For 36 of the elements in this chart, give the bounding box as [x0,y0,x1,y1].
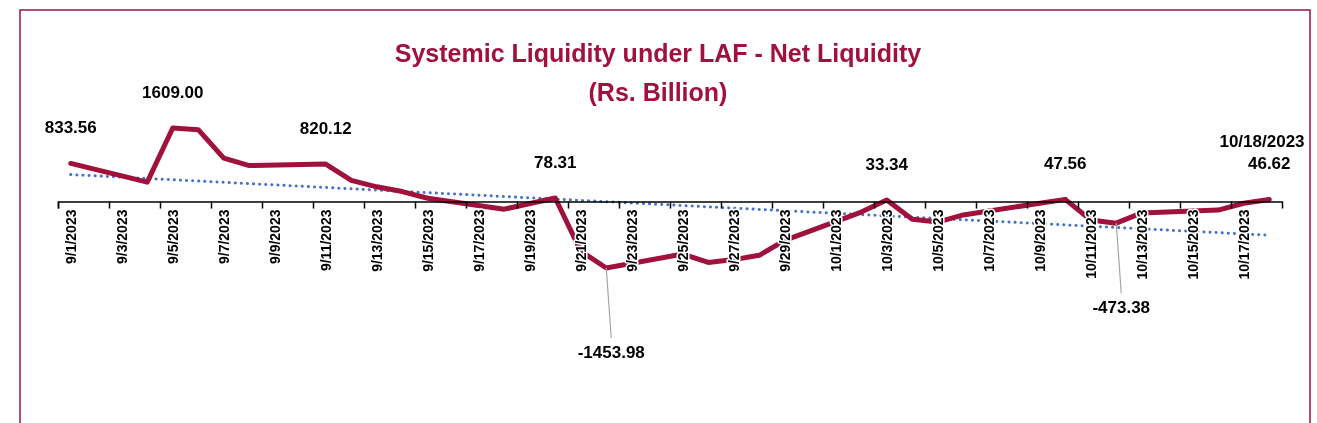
x-tick-label: 9/5/2023 [165,209,182,265]
x-tick-label: 10/13/2023 [1134,209,1151,280]
x-tick-label: 9/13/2023 [369,209,386,272]
x-tick-label: 10/11/2023 [1083,209,1100,279]
x-tick-label: 10/9/2023 [1032,209,1049,272]
x-tick-label: 10/7/2023 [981,209,998,272]
data-label: 78.31 [533,152,577,172]
x-tick-label: 10/3/2023 [879,209,896,272]
x-tick-label: 10/15/2023 [1185,209,1202,280]
x-tick-label: 10/1/2023 [828,209,845,272]
data-label: 820.12 [299,119,352,139]
chart-subtitle: (Rs. Billion) [588,78,728,106]
x-tick-label: 9/9/2023 [267,209,284,265]
x-tick-label: 9/27/2023 [726,209,743,272]
data-label: 833.56 [44,118,97,138]
data-label: 47.56 [1043,154,1087,174]
x-tick-label: 10/17/2023 [1236,209,1253,280]
x-tick-label: 9/29/2023 [777,209,794,272]
x-tick-label: 9/1/2023 [63,209,80,265]
x-tick-label: 10/5/2023 [930,209,947,272]
x-tick-label: 9/25/2023 [675,209,692,272]
data-label: 33.34 [865,155,909,175]
x-tick-label: 9/7/2023 [216,209,233,265]
data-label: -1453.98 [577,343,645,362]
x-tick-label: 9/11/2023 [318,209,335,272]
x-tick-label: 9/19/2023 [522,209,539,272]
chart-title: Systemic Liquidity under LAF - Net Liquidity [394,39,922,67]
annotation: 10/18/2023 [1219,132,1305,152]
data-label: 46.62 [1247,154,1291,174]
x-tick-label: 9/23/2023 [624,209,641,272]
data-label: 1609.00 [142,83,204,102]
x-tick-label: 9/3/2023 [114,209,131,265]
x-tick-label: 9/21/2023 [573,209,590,272]
x-tick-label: 9/15/2023 [420,209,437,272]
data-label: -473.38 [1092,298,1151,318]
x-tick-label: 9/17/2023 [471,209,488,272]
